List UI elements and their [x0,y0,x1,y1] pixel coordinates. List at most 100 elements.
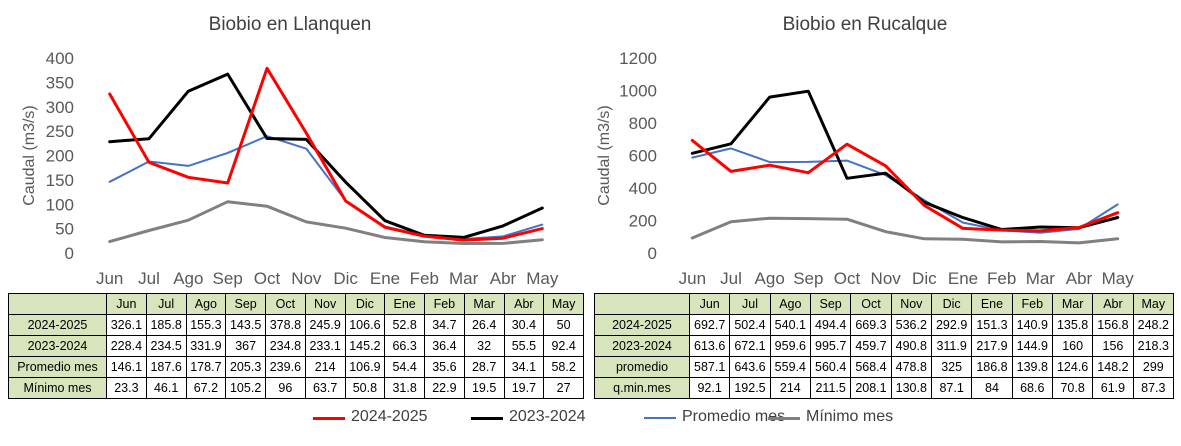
table-row-label: 2023-2024 [8,335,107,357]
table-cell: 28.7 [463,356,505,378]
table-header-cell: Jul [729,293,771,315]
table-cell: 311.9 [930,335,973,357]
x-tick-label: May [526,269,559,288]
table-cell: 87.1 [930,377,973,399]
table-cell: 92.4 [543,335,584,357]
table-cell: 192.5 [729,377,771,399]
table-row: 2024-2025 326.1 185.8 155.3 143.5 378.8 245.9 1… [8,314,584,336]
table-cell: 96 [265,377,306,399]
chart-title-llanquen: Biobio en Llanquen [208,14,372,35]
x-tick-label: Abr [490,269,517,288]
y-tick-label: 250 [46,122,74,141]
y-tick-label: 300 [46,98,74,117]
table-row-label: 2023-2024 [594,335,690,357]
table-header-cell: Feb [1011,293,1053,315]
y-axis-label: Caudal (m3/s) [596,105,613,205]
series-line-2024-2025 [108,66,544,242]
table-cell: 959.6 [769,335,811,357]
data-table-llanquen: Jun Jul Ago Sep Oct Nov Dic Ene Feb Mar Abr May 2024… [8,293,584,399]
table-cell: 367 [225,335,266,357]
table-cell: 459.7 [850,335,892,357]
table-cell: 52.8 [384,314,425,336]
table-cell: 217.9 [971,335,1013,357]
y-tick-label: 1000 [619,82,657,101]
legend-label: Promedio mes [682,408,786,425]
x-tick-label: Ago [173,269,203,288]
table-header-cell: Mar [463,293,505,315]
table-header-cell: Mar [1051,293,1094,315]
table-cell: 145.2 [344,335,386,357]
table-row-label: q.min.mes [594,377,690,399]
table-header-cell: Feb [424,293,465,315]
y-tick-label: 600 [629,147,657,166]
table-cell: 292.9 [930,314,973,336]
series-line-2023-2024 [690,89,1120,231]
x-tick-label: Feb [410,269,439,288]
table-cell: 140.9 [1011,314,1053,336]
x-tick-label: Sep [793,269,823,288]
table-cell: 234.8 [265,335,306,357]
chart-legend: 2024-2025 2023-2024 Promedio mes Mínimo mes [0,408,1181,434]
table-header-cell: Dic [344,293,386,315]
series-line-m-nimo-mes [108,200,544,245]
table-header-cell: May [543,293,584,315]
legend-item: Promedio mes [644,408,785,426]
table-row: 2023-2024 228.4 234.5 331.9 367 234.8 233.1 145… [8,335,584,357]
table-cell: 46.1 [145,377,187,399]
table-cell: 233.1 [304,335,346,357]
table-cell: 643.6 [729,356,771,378]
table-corner [8,293,107,315]
table-row: 2024-2025 692.7 502.4 540.1 494.4 669.3 536.2 2… [594,314,1175,336]
table-cell: 502.4 [729,314,771,336]
table-cell: 248.2 [1132,314,1175,336]
table-cell: 34.7 [424,314,465,336]
table-cell: 325 [930,356,973,378]
legend-item: 2023-2024 [471,408,586,426]
x-tick-label: Ene [948,269,978,288]
series-line-q-min-mes [690,216,1120,245]
table-header-cell: May [1132,293,1175,315]
table-cell: 27 [543,377,584,399]
table-cell: 185.8 [145,314,187,336]
y-tick-label: 400 [629,179,657,198]
x-tick-label: Jun [679,269,706,288]
x-tick-label: Oct [254,269,281,288]
table-cell: 92.1 [688,377,731,399]
y-tick-label: 150 [46,171,74,190]
table-cell: 560.4 [809,356,852,378]
table-row-label: promedio [594,356,690,378]
table-cell: 178.7 [185,356,227,378]
table-cell: 106.6 [344,314,386,336]
table-header-cell: Ago [769,293,811,315]
table-cell: 299 [1132,356,1175,378]
table-cell: 70.8 [1051,377,1094,399]
table-cell: 214 [769,377,811,399]
x-tick-label: Oct [834,269,861,288]
series-line-2023-2024 [108,72,544,239]
table-header-cell: Ago [185,293,227,315]
table-row-label: 2024-2025 [8,314,107,336]
legend-swatch [471,416,503,420]
table-cell: 211.5 [809,377,852,399]
y-tick-label: 1200 [619,49,657,68]
y-tick-label: 50 [55,220,74,239]
x-tick-label: Nov [871,269,902,288]
table-header-cell: Oct [850,293,892,315]
x-tick-label: Feb [987,269,1016,288]
table-cell: 34.1 [503,356,545,378]
table-cell: 587.1 [688,356,731,378]
chart-rucalque: 0 200 400 600 800 1000 1200 Caudal (m3/s) Jun Jul… [596,49,1135,288]
x-tick-label: Nov [291,269,322,288]
table-cell: 50 [543,314,584,336]
x-tick-label: Jul [138,269,160,288]
table-cell: 478.8 [890,356,932,378]
legend-swatch [644,417,676,419]
table-cell: 160 [1051,335,1094,357]
table-row: q.min.mes 92.1 192.5 214 211.5 208.1 130.8 87.1… [594,377,1175,399]
table-cell: 218.3 [1132,335,1175,357]
table-row-label: 2024-2025 [594,314,690,336]
table-cell: 540.1 [769,314,811,336]
table-cell: 124.6 [1051,356,1094,378]
table-row: promedio 587.1 643.6 559.4 560.4 568.4 478.8 32… [594,356,1175,378]
x-tick-label: May [1102,269,1135,288]
